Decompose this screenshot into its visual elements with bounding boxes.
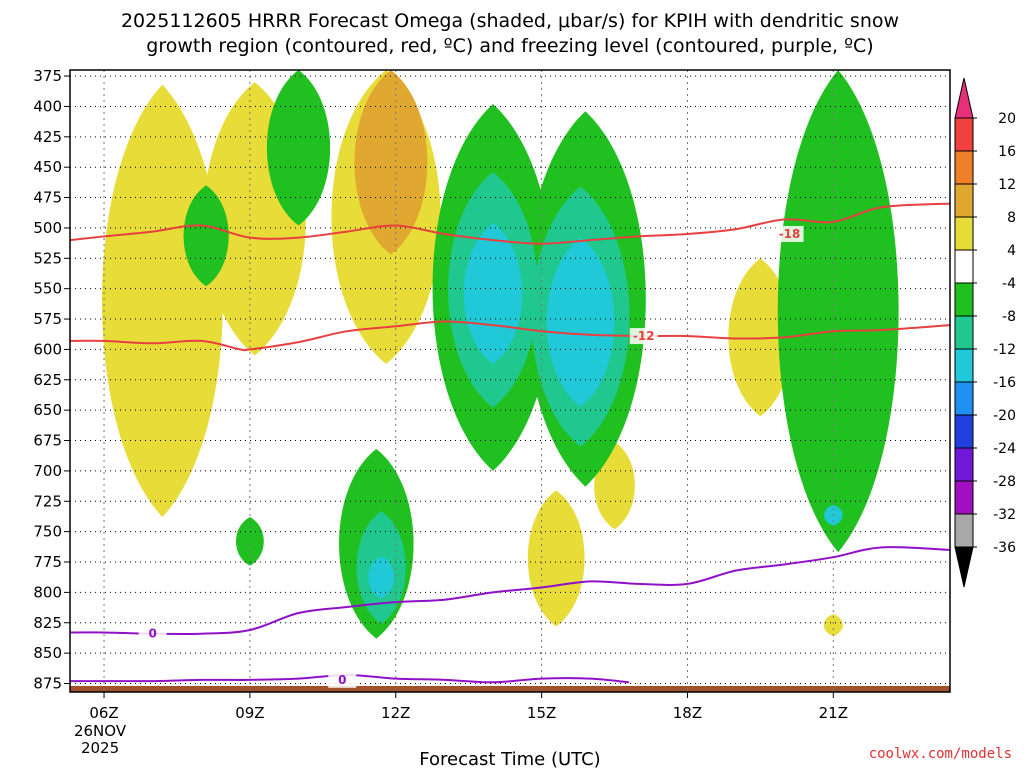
dendritic-contour-label-bg	[629, 328, 658, 345]
omega-region-neg12-20	[368, 555, 395, 599]
colorbar-tick-label: 8	[1007, 210, 1016, 226]
freezing-level-contour-label: 0	[338, 673, 346, 687]
y-tick-label: 575	[33, 310, 62, 328]
y-tick-label: 600	[33, 340, 62, 358]
y-tick-label: 650	[33, 401, 62, 419]
omega-region-4-7	[823, 614, 843, 637]
plot-frame	[69, 69, 951, 693]
colorbar-tick-label: -16	[993, 375, 1016, 391]
x-tick-label: 06Z	[89, 704, 118, 722]
y-axis: 375 400 425 450 475 500 525 550 575 600 625 650 675 7…	[33, 67, 70, 692]
y-tick-label: 875	[33, 674, 62, 692]
omega-region-4-4	[527, 490, 585, 627]
x-tick-label: 18Z	[673, 704, 702, 722]
colorbar-top-arrow	[954, 77, 974, 119]
omega-region-neg4-9	[266, 70, 331, 226]
x-axis-label: Forecast Time (UTC)	[419, 749, 600, 768]
freezing-level-contour-label-bg	[138, 625, 167, 642]
x-date-label: 26NOV	[74, 722, 127, 740]
y-tick-label: 625	[33, 371, 62, 389]
y-tick-label: 400	[33, 97, 62, 115]
omega-region-neg4-10	[235, 517, 264, 566]
x-tick-label: 09Z	[235, 704, 264, 722]
y-tick-label: 450	[33, 158, 62, 176]
colorbar-tick-label: -28	[993, 474, 1016, 490]
colorbar-segment	[954, 447, 974, 482]
colorbar-segment	[954, 513, 974, 548]
colorbar-segment	[954, 282, 974, 317]
y-tick-label: 725	[33, 492, 62, 510]
colorbar-tick-label: -12	[993, 342, 1016, 358]
omega-region-neg12-18	[463, 223, 523, 364]
colorbar-segment	[954, 480, 974, 515]
freezing-level-contour-label-bg	[328, 671, 357, 688]
x-year-label: 2025	[81, 739, 119, 757]
y-tick-label: 825	[33, 614, 62, 632]
gridlines	[70, 70, 950, 692]
omega-region-neg12-19	[546, 237, 615, 407]
colorbar-segment	[954, 381, 974, 416]
y-tick-label: 500	[33, 219, 62, 237]
colorbar-tick-label: -32	[993, 507, 1016, 523]
freezing-level-contour-label: 0	[148, 627, 156, 641]
colorbar-bottom-arrow	[954, 546, 974, 588]
x-tick-label: 21Z	[819, 704, 848, 722]
omega-region-4-6	[728, 258, 793, 417]
dendritic-contour-label: -18	[779, 227, 801, 241]
colorbar-tick-label: -8	[1002, 309, 1016, 325]
dendritic-contour-label-bg	[775, 226, 804, 243]
omega-region-8-3	[354, 70, 428, 255]
colorbar-tick-label: -4	[1002, 276, 1016, 292]
chart-title-line-2: growth region (contoured, red, ºC) and f…	[146, 35, 873, 57]
dendritic-contour-0	[70, 202, 950, 245]
y-tick-label: 475	[33, 189, 62, 207]
omega-region-neg4-8	[183, 185, 229, 287]
colorbar-tick-label: 20	[998, 111, 1016, 127]
colorbar-tick-label: -36	[993, 540, 1016, 556]
colorbar-tick-label: 16	[998, 144, 1016, 160]
dendritic-contour-label: -12	[633, 329, 655, 343]
colorbar-segment	[954, 216, 974, 251]
credit-text: coolwx.com/models	[869, 746, 1012, 762]
y-tick-label: 550	[33, 280, 62, 298]
omega-shading-layer	[101, 70, 899, 639]
y-tick-label: 700	[33, 462, 62, 480]
y-tick-label: 800	[33, 583, 62, 601]
colorbar-segment	[954, 183, 974, 218]
ground-strip	[70, 686, 950, 692]
y-tick-label: 375	[33, 67, 62, 85]
colorbar-tick-label: -24	[993, 441, 1016, 457]
y-tick-label: 850	[33, 644, 62, 662]
chart-title-line-1: 2025112605 HRRR Forecast Omega (shaded, …	[121, 10, 899, 32]
x-tick-label: 12Z	[381, 704, 410, 722]
colorbar-segment	[954, 348, 974, 383]
y-tick-label: 425	[33, 128, 62, 146]
x-tick-label: 15Z	[527, 704, 556, 722]
contour-labels: -18 -12 0 0	[138, 226, 804, 688]
freezing-level-contour-0	[70, 546, 950, 636]
dendritic-contour-1	[70, 320, 950, 352]
omega-region-4-0	[101, 84, 223, 518]
y-tick-label: 525	[33, 249, 62, 267]
colorbar-tick-label: 12	[998, 177, 1016, 193]
y-tick-label: 675	[33, 432, 62, 450]
y-tick-label: 775	[33, 553, 62, 571]
colorbar-segment	[954, 414, 974, 449]
colorbar-segment	[954, 150, 974, 185]
colorbar-segment	[954, 315, 974, 350]
colorbar-segment	[954, 117, 974, 152]
colorbar-segment	[954, 249, 974, 284]
contour-layer	[70, 202, 950, 684]
colorbar-tick-label: -20	[993, 408, 1016, 424]
y-tick-label: 750	[33, 523, 62, 541]
colorbar-tick-label: 4	[1007, 243, 1016, 259]
omega-region-neg4-14	[777, 70, 899, 553]
colorbar: 20 16 12 8 4 -4 -8 -12 -16 -20 -24 -28 -32 -36	[954, 77, 1016, 588]
